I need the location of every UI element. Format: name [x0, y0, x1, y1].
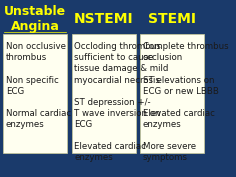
Text: Complete thrombus
occlusion

ST elevations on
ECG or new LBBB

Elevated cardiac
: Complete thrombus occlusion ST elevation… — [143, 42, 228, 162]
FancyBboxPatch shape — [3, 35, 67, 153]
Text: Occloding thrombus
sufficient to cause
tissue damage & mild
myocardial necrosis
: Occloding thrombus sufficient to cause t… — [74, 42, 169, 162]
FancyBboxPatch shape — [72, 35, 136, 153]
Text: Unstable
Angina: Unstable Angina — [4, 5, 66, 33]
Text: Non occlusive
thrombus

Non specific
ECG

Normal cardiac
enzymes: Non occlusive thrombus Non specific ECG … — [6, 42, 71, 129]
FancyBboxPatch shape — [140, 35, 204, 153]
Text: NSTEMI: NSTEMI — [74, 12, 134, 26]
Text: STEMI: STEMI — [148, 12, 196, 26]
